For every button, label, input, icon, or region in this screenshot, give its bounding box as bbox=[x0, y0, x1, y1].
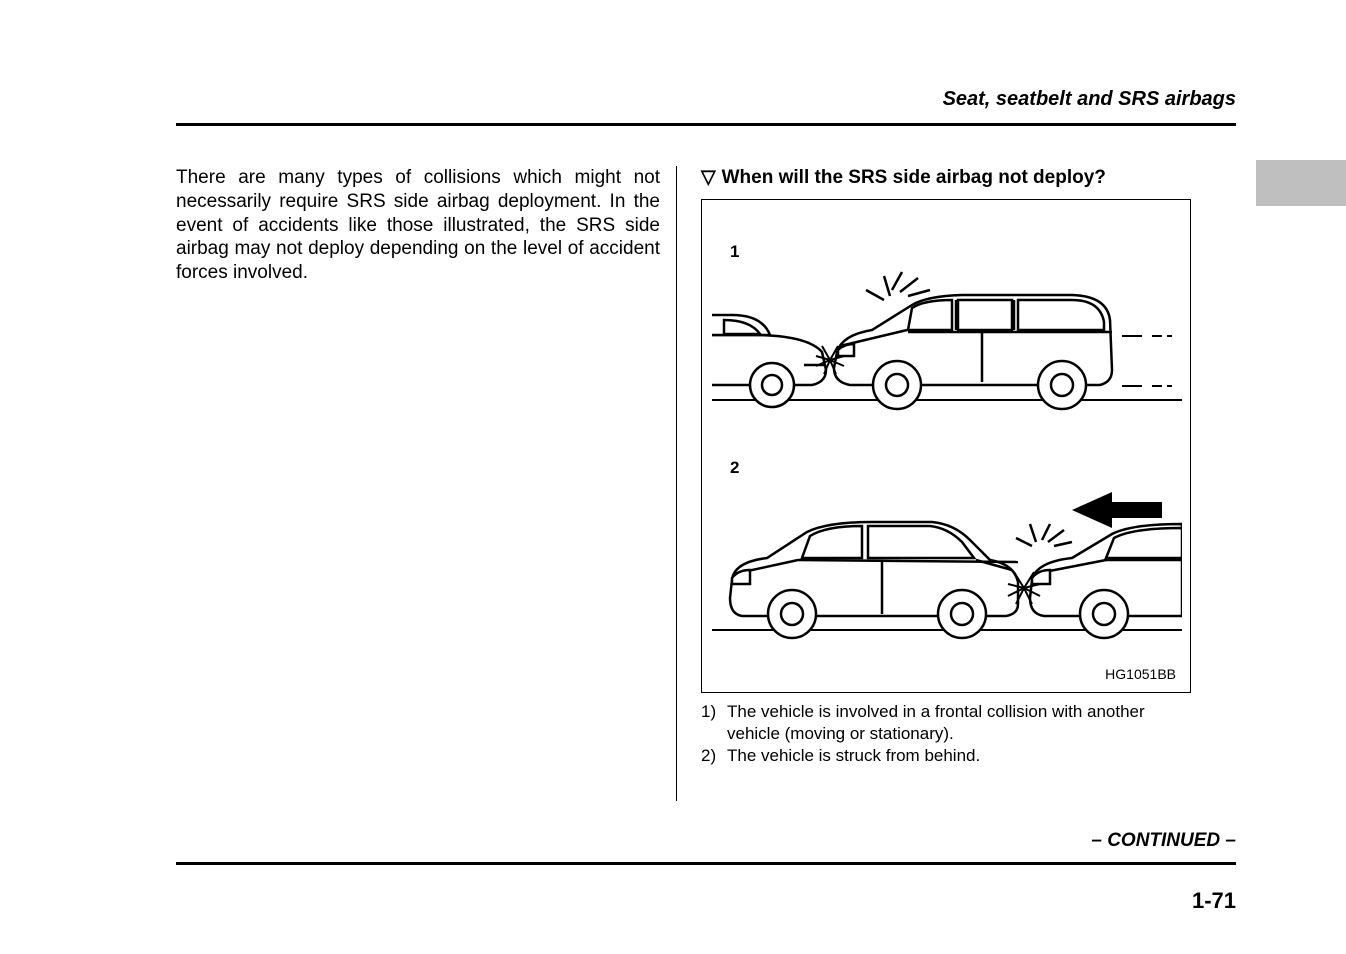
section-tab bbox=[1256, 160, 1346, 206]
continued-prefix: – bbox=[1091, 830, 1107, 851]
figure-container: 1 2 bbox=[701, 199, 1191, 693]
figure-captions: 1) The vehicle is involved in a frontal … bbox=[701, 701, 1191, 767]
left-column: There are many types of collisions which… bbox=[176, 166, 676, 801]
continued-suffix: – bbox=[1220, 830, 1236, 851]
page-header: Seat, seatbelt and SRS airbags bbox=[176, 88, 1236, 117]
continued-marker: – CONTINUED – bbox=[1091, 830, 1236, 852]
content-columns: There are many types of collisions which… bbox=[176, 166, 1236, 801]
collision-diagram-1 bbox=[712, 260, 1182, 420]
section-title: Seat, seatbelt and SRS airbags bbox=[943, 88, 1236, 111]
figure-label-2: 2 bbox=[730, 458, 739, 478]
caption-text: The vehicle is involved in a frontal col… bbox=[727, 701, 1191, 745]
caption-item: 2) The vehicle is struck from behind. bbox=[701, 745, 1191, 767]
page-number: 1-71 bbox=[1192, 888, 1236, 914]
caption-number: 1) bbox=[701, 701, 727, 745]
triangle-marker-icon: ▽ bbox=[701, 166, 716, 189]
subsection-title: When will the SRS side airbag not deploy… bbox=[722, 167, 1106, 189]
caption-text: The vehicle is struck from behind. bbox=[727, 745, 1191, 767]
manual-page: Seat, seatbelt and SRS airbags There are… bbox=[0, 0, 1346, 954]
header-rule bbox=[176, 123, 1236, 126]
caption-number: 2) bbox=[701, 745, 727, 767]
caption-item: 1) The vehicle is involved in a frontal … bbox=[701, 701, 1191, 745]
footer-rule bbox=[176, 862, 1236, 865]
continued-text: CONTINUED bbox=[1107, 830, 1220, 851]
collision-diagram-2 bbox=[712, 480, 1182, 650]
right-column: ▽ When will the SRS side airbag not depl… bbox=[677, 166, 1236, 801]
body-paragraph: There are many types of collisions which… bbox=[176, 166, 660, 285]
figure-code: HG1051BB bbox=[1105, 666, 1176, 682]
subsection-heading: ▽ When will the SRS side airbag not depl… bbox=[701, 166, 1236, 189]
figure-label-1: 1 bbox=[730, 242, 739, 262]
